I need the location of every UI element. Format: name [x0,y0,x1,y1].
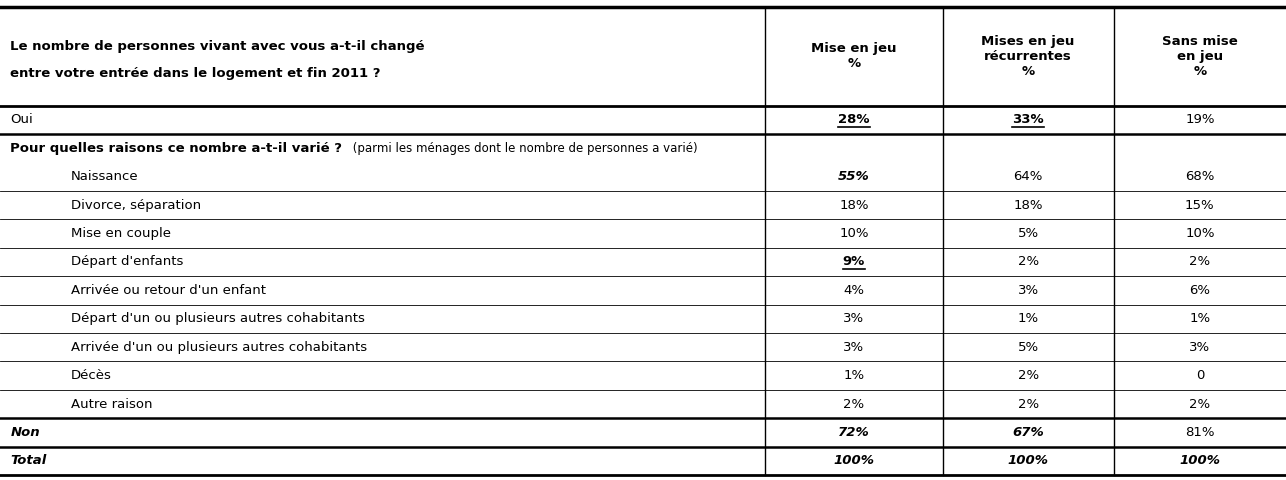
Text: Mise en jeu
%: Mise en jeu % [811,42,896,71]
Text: 2%: 2% [1190,255,1210,268]
Text: 3%: 3% [844,312,864,325]
Text: 2%: 2% [844,397,864,410]
Text: 10%: 10% [840,227,868,240]
Text: 55%: 55% [838,170,869,183]
Text: Pour quelles raisons ce nombre a-t-il varié ?: Pour quelles raisons ce nombre a-t-il va… [10,142,342,155]
Text: 64%: 64% [1013,170,1043,183]
Text: 3%: 3% [1017,284,1039,297]
Text: Le nombre de personnes vivant avec vous a-t-il changé: Le nombre de personnes vivant avec vous … [10,40,424,53]
Text: Mise en couple: Mise en couple [71,227,171,240]
Text: Départ d'un ou plusieurs autres cohabitants: Départ d'un ou plusieurs autres cohabita… [71,312,365,325]
Text: Oui: Oui [10,113,33,126]
Text: 100%: 100% [1179,455,1220,468]
Text: Divorce, séparation: Divorce, séparation [71,199,201,212]
Text: Sans mise
en jeu
%: Sans mise en jeu % [1163,35,1237,78]
Text: (parmi les ménages dont le nombre de personnes a varié): (parmi les ménages dont le nombre de per… [349,142,697,155]
Text: Arrivée ou retour d'un enfant: Arrivée ou retour d'un enfant [71,284,266,297]
Text: 2%: 2% [1190,397,1210,410]
Text: 28%: 28% [838,113,869,126]
Text: 81%: 81% [1186,426,1214,439]
Text: 19%: 19% [1186,113,1214,126]
Text: Arrivée d'un ou plusieurs autres cohabitants: Arrivée d'un ou plusieurs autres cohabit… [71,341,367,354]
Text: 5%: 5% [1017,341,1039,354]
Text: Total: Total [10,455,46,468]
Text: Mises en jeu
récurrentes
%: Mises en jeu récurrentes % [981,35,1075,78]
Text: 68%: 68% [1186,170,1214,183]
Text: 1%: 1% [1017,312,1039,325]
Text: Autre raison: Autre raison [71,397,152,410]
Text: 2%: 2% [1017,397,1039,410]
Text: 6%: 6% [1190,284,1210,297]
Text: 1%: 1% [1190,312,1210,325]
Text: 72%: 72% [838,426,869,439]
Text: 18%: 18% [840,199,868,212]
Text: Non: Non [10,426,40,439]
Text: 100%: 100% [1008,455,1048,468]
Text: 4%: 4% [844,284,864,297]
Text: 67%: 67% [1012,426,1044,439]
Text: 1%: 1% [844,369,864,382]
Text: 15%: 15% [1184,199,1215,212]
Text: 3%: 3% [1190,341,1210,354]
Text: Départ d'enfants: Départ d'enfants [71,255,183,268]
Text: 5%: 5% [1017,227,1039,240]
Text: 2%: 2% [1017,255,1039,268]
Text: 18%: 18% [1013,199,1043,212]
Text: 0: 0 [1196,369,1204,382]
Text: 33%: 33% [1012,113,1044,126]
Text: 2%: 2% [1017,369,1039,382]
Text: 100%: 100% [833,455,874,468]
Text: 3%: 3% [844,341,864,354]
Text: Décès: Décès [71,369,112,382]
Text: Naissance: Naissance [71,170,139,183]
Text: 10%: 10% [1186,227,1214,240]
Text: 9%: 9% [842,255,865,268]
Text: entre votre entrée dans le logement et fin 2011 ?: entre votre entrée dans le logement et f… [10,67,381,80]
